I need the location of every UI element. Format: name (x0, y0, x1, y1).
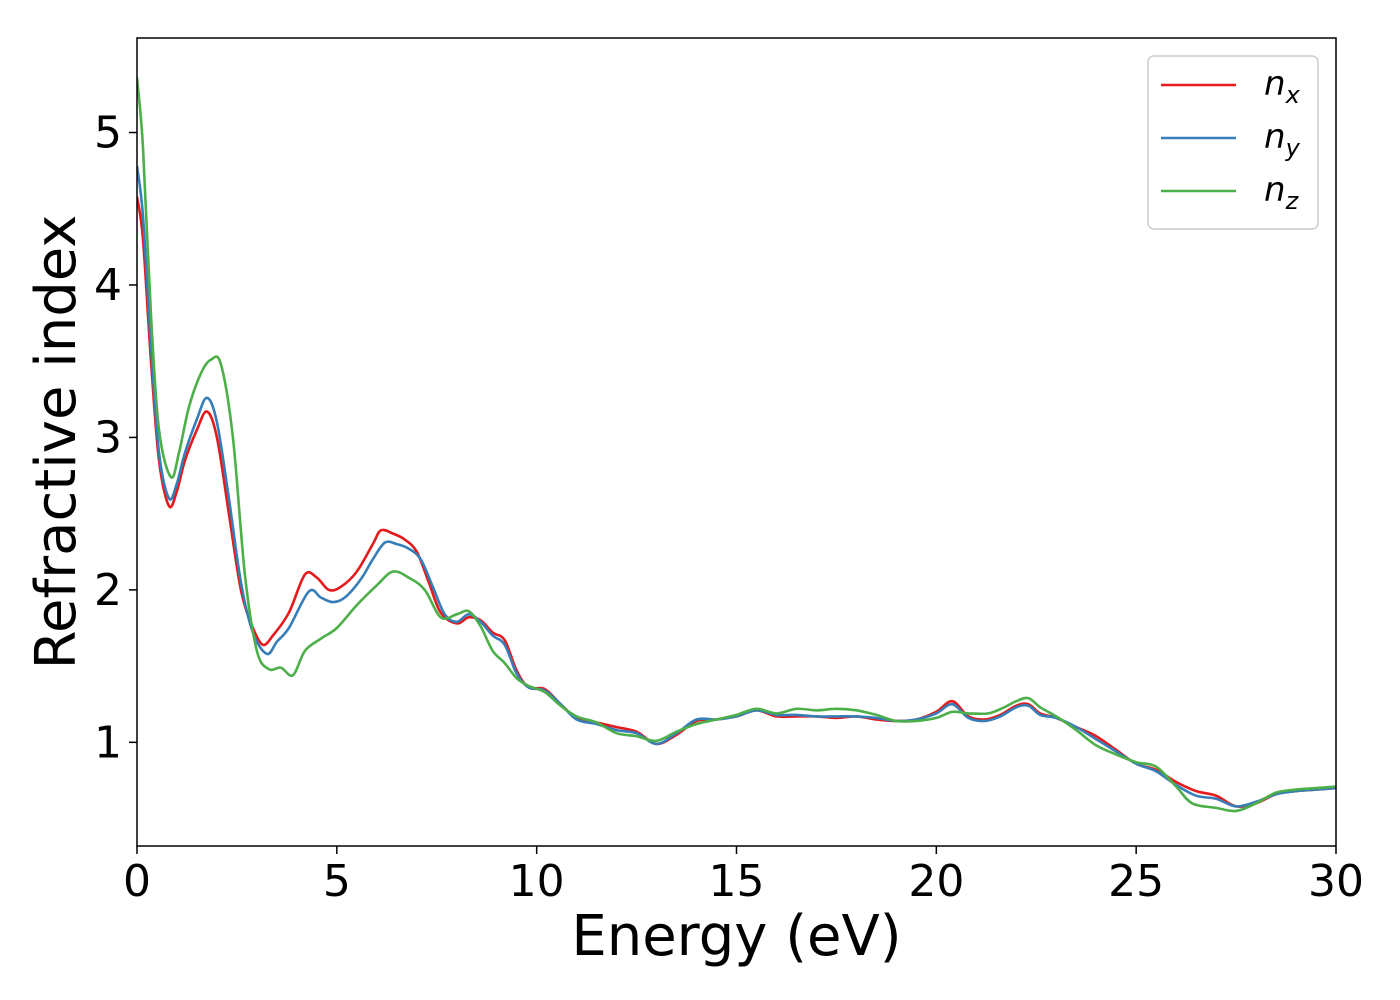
y-tick-label: 2 (94, 565, 122, 616)
x-axis-title: Energy (eV) (571, 904, 901, 969)
x-tick-label: 15 (709, 856, 765, 907)
legend-label-y: ny (1264, 117, 1301, 162)
x-tick-label: 30 (1308, 856, 1364, 907)
x-tick-label: 10 (509, 856, 565, 907)
series-layer (137, 77, 1336, 813)
y-tick-label: 5 (94, 108, 122, 159)
x-tick-label: 20 (908, 856, 964, 907)
legend-label-x: nx (1264, 64, 1301, 109)
y-tick-label: 3 (94, 412, 122, 463)
x-tick-label: 25 (1108, 856, 1164, 907)
y-tick-label: 1 (94, 717, 122, 768)
y-tick-label: 4 (94, 260, 122, 311)
series-line-y (137, 165, 1336, 808)
series-line-z (137, 77, 1336, 813)
y-axis-title: Refractive index (24, 215, 89, 670)
x-tick-label: 0 (123, 856, 151, 907)
legend-box (1147, 55, 1319, 230)
y-axis: 1 2 3 4 5 (94, 108, 137, 768)
x-axis: 0 5 10 15 20 25 30 (123, 846, 1364, 907)
x-tick-label: 5 (323, 856, 351, 907)
